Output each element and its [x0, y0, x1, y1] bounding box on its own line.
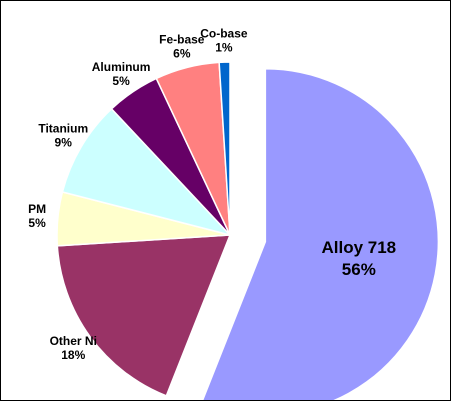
slice-label: Fe-base — [159, 32, 205, 46]
pie-slice — [61, 107, 233, 237]
value-label: 18% — [61, 348, 85, 362]
pie — [56, 61, 440, 400]
value-label: 9% — [55, 136, 73, 150]
pie-slice — [56, 234, 232, 397]
pie-slice — [201, 67, 440, 400]
slice-label: Aluminum — [92, 60, 151, 74]
slice-label: Co-base — [200, 27, 248, 41]
value-label: 56% — [342, 260, 376, 279]
value-label: 6% — [173, 46, 191, 60]
slice-label: Titanium — [38, 122, 88, 136]
pie-slice — [218, 61, 231, 236]
value-label: 5% — [112, 74, 130, 88]
slice-label: PM — [28, 202, 46, 216]
slice-label: Alloy 718 — [321, 238, 396, 257]
value-label: 1% — [215, 41, 233, 55]
slice-label: Other Ni — [50, 334, 97, 348]
value-label: 5% — [28, 216, 46, 230]
